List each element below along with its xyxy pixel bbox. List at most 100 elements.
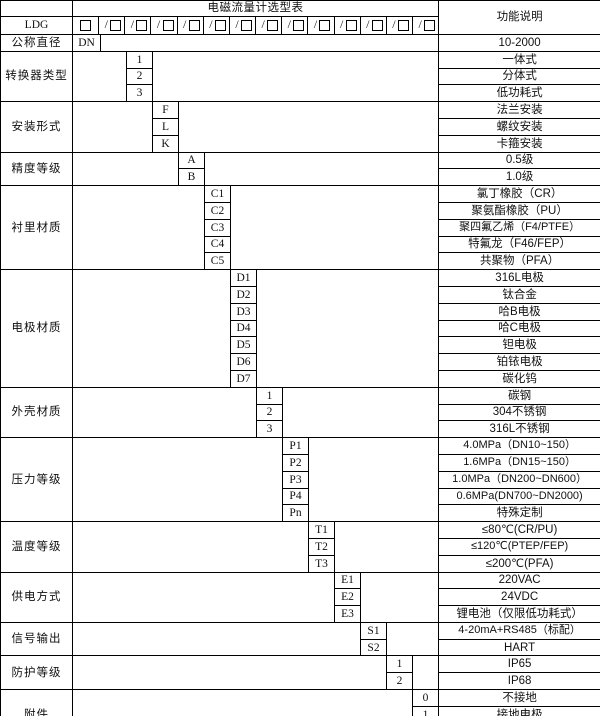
option-description-6-2: 316L不锈钢	[438, 420, 600, 439]
option-description-5-0: 316L电极	[438, 269, 600, 287]
option-code-7-4[interactable]: Pn	[282, 504, 309, 523]
option-code-1-2[interactable]: 3	[126, 84, 153, 103]
code-box-slot-7[interactable]: /	[256, 17, 283, 34]
feature-column-header: 功能说明	[438, 0, 600, 35]
option-code-7-3[interactable]: P4	[282, 487, 309, 506]
option-code-5-5[interactable]: D6	[230, 353, 257, 371]
table-title: 电磁流量计选型表	[72, 0, 440, 17]
slash-separator: /	[235, 17, 239, 32]
option-code-4-2[interactable]: C3	[204, 218, 231, 237]
option-code-9-2[interactable]: E3	[334, 605, 361, 623]
option-code-8-0[interactable]: T1	[308, 521, 335, 539]
option-code-10-0[interactable]: S1	[360, 621, 387, 640]
table-row: 外壳材质 1 碳钢	[0, 386, 600, 439]
code-box-slot-2[interactable]: /	[125, 17, 152, 34]
option-code-10-1[interactable]: S2	[360, 638, 387, 657]
left-filler-3	[72, 151, 179, 187]
category-label-2: 安装形式	[0, 101, 73, 153]
option-code-3-0[interactable]: A	[178, 151, 205, 170]
option-code-1-0[interactable]: 1	[126, 50, 153, 69]
code-box-slot-5[interactable]: /	[204, 17, 230, 34]
model-code-row: LDG / / / / / / / / / / / / /	[0, 16, 600, 35]
option-code-1-1[interactable]: 2	[126, 67, 153, 86]
table-row: 温度等级 T1 ≤80℃(CR/PU)	[0, 521, 600, 573]
option-code-11-0[interactable]: 1	[386, 655, 413, 674]
option-code-2-0[interactable]: F	[152, 101, 179, 119]
option-code-5-3[interactable]: D4	[230, 319, 257, 338]
code-box-slot-12[interactable]: /	[387, 17, 414, 34]
option-code-6-1[interactable]: 2	[256, 403, 283, 422]
option-code-5-2[interactable]: D3	[230, 302, 257, 321]
option-code-4-3[interactable]: C4	[204, 235, 231, 254]
category-label-9: 供电方式	[0, 571, 73, 623]
option-description-4-4: 共聚物（PFA）	[438, 252, 600, 271]
dn-value-field[interactable]	[99, 34, 440, 52]
left-filler-5	[72, 269, 231, 388]
option-code-12-0[interactable]: 0	[411, 689, 440, 707]
option-code-9-0[interactable]: E1	[334, 571, 361, 590]
category-label-12: 附件	[0, 689, 73, 716]
option-code-3-1[interactable]: B	[178, 168, 205, 187]
option-code-5-1[interactable]: D2	[230, 285, 257, 304]
code-box-slot-1[interactable]: /	[99, 17, 126, 34]
code-box-slot-3[interactable]: /	[151, 17, 178, 34]
option-code-7-0[interactable]: P1	[282, 437, 309, 455]
code-box-base[interactable]	[74, 17, 100, 34]
code-box-slot-9[interactable]: /	[308, 17, 335, 34]
option-code-4-1[interactable]: C2	[204, 201, 231, 220]
option-description-5-1: 钛合金	[438, 285, 600, 304]
option-description-4-3: 特氟龙（F46/FEP）	[438, 235, 600, 254]
option-code-7-1[interactable]: P2	[282, 453, 309, 472]
option-code-7-2[interactable]: P3	[282, 470, 309, 489]
slash-separator: /	[130, 17, 135, 32]
option-description-1-2: 低功耗式	[438, 84, 600, 103]
slash-separator: /	[418, 17, 422, 32]
left-filler-2	[72, 101, 153, 153]
option-code-4-4[interactable]: C5	[204, 252, 231, 271]
dn-prefix-label: DN	[72, 34, 101, 52]
option-description-2-2: 卡箍安装	[438, 134, 600, 153]
code-box-slot-6[interactable]: /	[230, 17, 257, 34]
option-description-7-2: 1.0MPa（DN200~DN600）	[438, 470, 600, 489]
option-code-5-0[interactable]: D1	[230, 269, 257, 287]
category-label-11: 防护等级	[0, 655, 73, 691]
table-row: B 1.0级	[1, 168, 600, 187]
option-code-2-1[interactable]: L	[152, 117, 179, 136]
option-code-6-2[interactable]: 3	[256, 420, 283, 439]
option-description-7-4: 特殊定制	[438, 504, 600, 523]
empty-code-box-icon	[397, 20, 409, 31]
code-box-slot-11[interactable]: /	[361, 17, 387, 34]
option-description-6-1: 304不锈钢	[438, 403, 600, 422]
code-box-slot-8[interactable]: /	[282, 17, 309, 34]
left-filler-11	[72, 655, 387, 691]
option-code-8-1[interactable]: T2	[308, 537, 335, 556]
slash-separator: /	[339, 17, 344, 32]
option-code-5-6[interactable]: D7	[230, 369, 257, 388]
category-label-1: 转换器类型	[0, 50, 73, 103]
empty-code-box-icon	[293, 20, 305, 31]
option-code-6-0[interactable]: 1	[256, 386, 283, 405]
table-row: 电极材质 D1 316L电极	[0, 269, 600, 388]
code-box-slot-10[interactable]: /	[335, 17, 361, 34]
option-code-9-1[interactable]: E2	[334, 588, 361, 607]
table-row: 精度等级 A 0.5级	[0, 151, 600, 187]
slash-separator: /	[366, 17, 370, 32]
empty-code-box-icon	[136, 20, 148, 31]
code-box-slot-4[interactable]: /	[178, 17, 204, 34]
option-code-12-1[interactable]: 1	[411, 705, 440, 716]
option-code-8-2[interactable]: T3	[308, 554, 335, 573]
right-filler-4	[229, 185, 440, 271]
right-filler-11	[411, 655, 440, 691]
option-code-2-2[interactable]: K	[152, 134, 179, 153]
option-code-5-4[interactable]: D5	[230, 336, 257, 355]
table-row: 安装形式 F 法兰安装	[0, 101, 600, 153]
option-code-11-1[interactable]: 2	[386, 672, 413, 691]
option-description-5-6: 碳化钨	[438, 369, 600, 388]
category-label-5: 电极材质	[0, 269, 73, 388]
option-code-4-0[interactable]: C1	[204, 185, 231, 203]
option-description-7-1: 1.6MPa（DN15~150）	[438, 453, 600, 472]
code-box-slot-13[interactable]: /	[413, 17, 438, 34]
right-filler-3	[203, 151, 440, 187]
